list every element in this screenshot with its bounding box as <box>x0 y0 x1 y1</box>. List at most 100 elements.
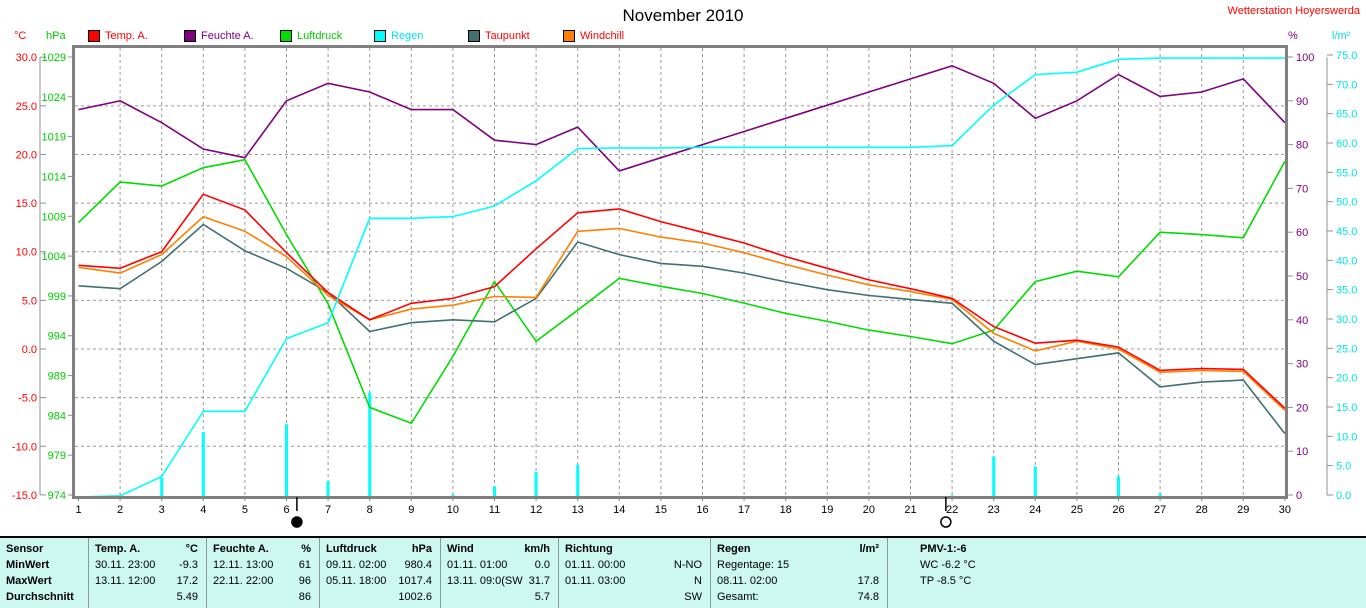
station-name: Wetterstation Hoyerswerda <box>1227 5 1360 17</box>
svg-text:19: 19 <box>821 504 833 516</box>
svg-text:10.0: 10.0 <box>1336 431 1357 443</box>
svg-text:20.0: 20.0 <box>16 149 37 161</box>
legend-label: Regen <box>391 29 424 42</box>
svg-text:30: 30 <box>1279 504 1291 516</box>
cell-label: 01.11. 00:00 <box>565 559 626 571</box>
table-column-luftdruck: Luftdruck hPa 09.11. 02:00 980.4 05.11. 18:0… <box>320 538 441 608</box>
legend-label: Windchill <box>580 29 625 42</box>
grid <box>75 48 1286 496</box>
plot-frame <box>72 45 1288 499</box>
svg-text:3: 3 <box>159 504 165 516</box>
svg-text:40.0: 40.0 <box>1336 255 1357 267</box>
windchill-swatch-icon <box>563 29 575 42</box>
rain-bars <box>118 392 1162 497</box>
rain-swatch-icon <box>374 29 386 42</box>
svg-text:80: 80 <box>1296 140 1308 152</box>
x-axis-labels: 1 2 3 4 5 6 7 8 9 10 11 12 13 14 15 16 17 18 19 20 21 22 23 24 2… <box>75 498 1291 516</box>
svg-text:17: 17 <box>738 504 750 516</box>
cell-value: 1002.6 <box>398 591 432 603</box>
svg-text:1: 1 <box>75 504 81 516</box>
table-column-richtung: Richtung 01.11. 00:00 N-NO 01.11. 03:00 N SW <box>559 538 711 608</box>
svg-text:24: 24 <box>1029 504 1041 516</box>
cell-value: 17.2 <box>176 575 198 587</box>
svg-text:18: 18 <box>780 504 792 516</box>
svg-text:14: 14 <box>613 504 625 516</box>
cell-value: 74.8 <box>857 591 879 603</box>
legend-item-windchill: Windchill <box>563 29 624 42</box>
cell-label: 30.11. 23:00 <box>95 559 156 571</box>
column-title: Wind <box>447 543 474 555</box>
cell-value: 17.8 <box>857 575 879 587</box>
svg-text:90: 90 <box>1296 96 1308 108</box>
svg-text:15: 15 <box>655 504 667 516</box>
svg-text:20: 20 <box>863 504 875 516</box>
legend-item-rain: Regen <box>374 29 423 42</box>
pressure-swatch-icon <box>280 29 292 42</box>
cell-value: N <box>694 575 702 587</box>
table-row: 86 <box>213 589 311 605</box>
column-unit: °C <box>185 543 198 555</box>
row-label: Sensor <box>6 543 44 555</box>
series-line-windchill <box>78 215 1286 411</box>
column-unit: l/m² <box>859 543 879 555</box>
pmv-title: PMV-1:-6 <box>920 543 967 555</box>
legend-item-dewpoint: Taupunkt <box>468 29 530 42</box>
svg-text:989: 989 <box>48 371 66 383</box>
svg-text:40: 40 <box>1296 315 1308 327</box>
svg-text:1019: 1019 <box>42 132 66 144</box>
axis-labels: 30.0 25.0 20.0 15.0 10.0 5.0 0.0 -5.0 -10.0 -15.0… <box>12 50 1358 502</box>
svg-text:10: 10 <box>447 504 459 516</box>
svg-text:20.0: 20.0 <box>1336 373 1357 385</box>
svg-text:75.0: 75.0 <box>1336 50 1357 62</box>
column-header: Feuchte A.% <box>213 541 311 557</box>
svg-text:15.0: 15.0 <box>16 198 37 210</box>
cell-label: 08.11. 02:00 <box>717 575 778 587</box>
row-label: Durchschnitt <box>6 591 74 603</box>
cell-label: 01.11. 01:00 <box>447 559 508 571</box>
svg-text:13: 13 <box>572 504 584 516</box>
cell-value: 31.7 <box>528 575 550 587</box>
series-line-luftdruck <box>77 158 1286 425</box>
svg-text:974: 974 <box>48 490 66 502</box>
cell-value: 1017.4 <box>398 575 432 587</box>
table-row: 12.11. 13:00 61 <box>213 557 311 573</box>
svg-text:984: 984 <box>48 410 66 422</box>
table-column-temp-a: Temp. A. °C 30.11. 23:00 -9.3 13.11. 12:00 17… <box>89 538 207 608</box>
svg-text:70: 70 <box>1296 183 1308 195</box>
cell-label: Gesamt: <box>717 591 759 603</box>
column-header: Wind km/h <box>447 541 550 557</box>
cell-label: 05.11. 18:00 <box>326 575 387 587</box>
column-title: Regen <box>717 543 751 555</box>
table-row: SW <box>565 589 702 605</box>
legend-item-humidity: Feuchte A. <box>184 29 254 42</box>
cell-value: 96 <box>298 575 311 587</box>
column-title: Richtung <box>565 543 613 555</box>
sensor-statistics-table: Sensor MinWert MaxWert Durchschnitt Temp. A.… <box>0 536 1366 608</box>
column-title: Luftdruck <box>326 543 377 555</box>
table-row: 01.11. 00:00 N-NO <box>565 557 702 573</box>
table-row: 5.49 <box>95 589 198 605</box>
table-row: 13.11. 09:0(SW 31.7 <box>447 573 550 589</box>
svg-text:21: 21 <box>904 504 916 516</box>
svg-text:20: 20 <box>1296 402 1308 414</box>
cell-label: 13.11. 12:00 <box>95 575 156 587</box>
svg-text:5.0: 5.0 <box>22 295 37 307</box>
series-line-feuchte-a <box>78 64 1286 172</box>
row-label: MinWert <box>6 559 50 571</box>
legend-label: Feuchte A. <box>201 29 254 42</box>
svg-text:50.0: 50.0 <box>1336 197 1357 209</box>
svg-text:65.0: 65.0 <box>1336 109 1357 121</box>
svg-text:60.0: 60.0 <box>1336 138 1357 150</box>
table-row: 01.11. 01:00 0.0 <box>447 557 550 573</box>
cell-value: N-NO <box>673 559 702 571</box>
pmv-block: PMV-1:-6 WC -6.2 °C TP -8.5 °C <box>888 538 984 608</box>
table-column-wind: Wind km/h 01.11. 01:00 0.0 13.11. 09:0(SW 31.… <box>441 538 559 608</box>
table-row: 05.11. 18:00 1017.4 <box>326 573 432 589</box>
svg-text:2: 2 <box>117 504 123 516</box>
pmv-line: WC -6.2 °C <box>920 559 976 571</box>
column-header: Regen l/m² <box>717 541 879 557</box>
svg-text:979: 979 <box>48 450 66 462</box>
full-moon-icon <box>940 497 952 528</box>
svg-text:-10.0: -10.0 <box>12 441 37 453</box>
svg-text:1004: 1004 <box>42 251 66 263</box>
